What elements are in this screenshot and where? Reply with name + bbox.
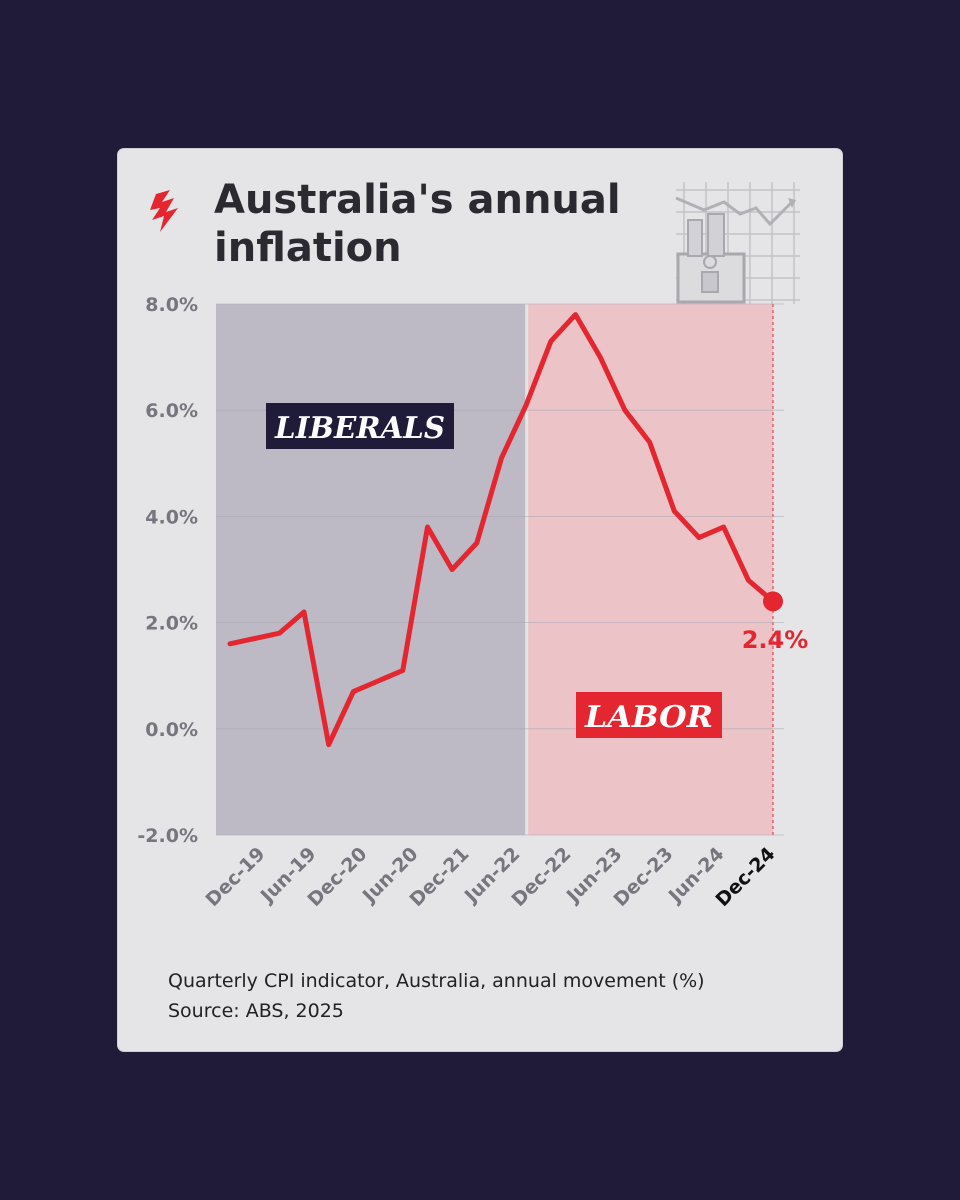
sbs-logo-icon — [150, 190, 178, 232]
chart-title: Australia's annual inflation — [214, 177, 621, 271]
liberals-label-box — [266, 403, 454, 449]
liberals-label: LIBERALS — [274, 411, 445, 446]
end-value-label: 2.4% — [742, 626, 809, 654]
footnote-source: Source: ABS, 2025 — [168, 1000, 344, 1022]
region-band-labor — [528, 304, 773, 835]
y-tick-label: 8.0% — [145, 294, 198, 316]
inflation-series-line — [227, 312, 776, 748]
y-tick-label: 6.0% — [145, 400, 198, 422]
x-tick-label: Dec-19 — [201, 843, 269, 911]
y-tick-label: 0.0% — [145, 719, 198, 741]
labor-label: LABOR — [584, 700, 713, 735]
region-band-liberals — [216, 304, 526, 835]
shopping-bag-chart-icon — [675, 182, 800, 304]
footnote: Quarterly CPI indicator, Australia, annu… — [168, 966, 788, 1026]
footnote-description: Quarterly CPI indicator, Australia, annu… — [168, 970, 705, 992]
end-point-dot — [763, 591, 783, 612]
labor-label-box — [576, 692, 722, 738]
y-tick-label: 2.0% — [145, 613, 198, 635]
y-tick-label: -2.0% — [137, 825, 198, 847]
y-tick-label: 4.0% — [145, 506, 198, 528]
